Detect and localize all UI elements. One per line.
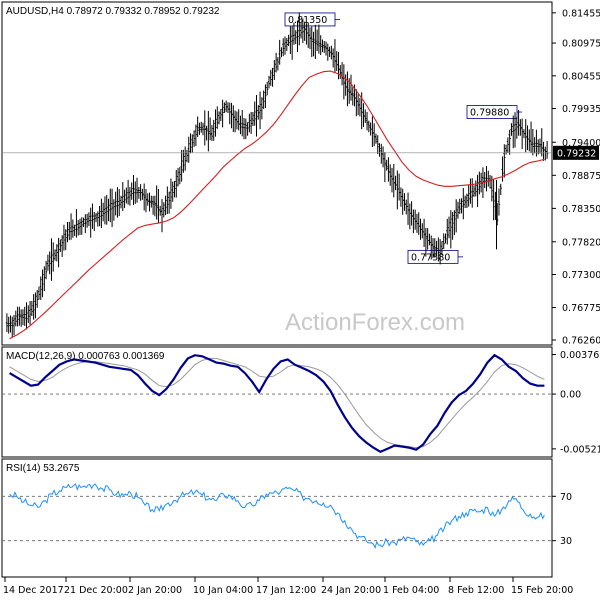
x-tick-label: 17 Jan 12:00	[256, 585, 316, 596]
price-tick-label: 0.80455	[562, 71, 600, 82]
x-tick-label: 8 Feb 12:00	[448, 585, 504, 596]
annotation-label: 0.79880	[470, 108, 509, 119]
annotation-label: 0.77580	[411, 252, 450, 263]
current-price-label: 0.79232	[557, 148, 596, 159]
macd-tick-label: 0.003762	[560, 350, 600, 361]
price-tick-label: 0.79935	[562, 104, 600, 115]
macd-tick-label: 0.00	[560, 390, 581, 401]
x-tick-label: 10 Jan 04:00	[193, 585, 253, 596]
x-tick-label: 2 Jan 20:00	[128, 585, 182, 596]
price-tick-label: 0.77820	[562, 237, 600, 248]
macd-line	[9, 353, 545, 454]
x-tick-label: 1 Feb 04:00	[383, 585, 439, 596]
price-tick-label: 0.79400	[562, 138, 600, 149]
price-tick-label: 0.78875	[562, 171, 600, 182]
x-tick-label: 14 Dec 2017	[3, 585, 64, 596]
rsi-tick-label: 30	[560, 536, 572, 547]
price-tick-label: 0.78350	[562, 204, 600, 215]
watermark: ActionForex.com	[285, 309, 465, 336]
x-tick-label: 15 Feb 20:00	[511, 585, 573, 596]
moving-average-line	[9, 70, 545, 340]
annotation-label: 0.81350	[288, 15, 327, 26]
rsi-panel-frame	[1, 458, 553, 578]
rsi-line	[9, 483, 545, 549]
price-panel-frame	[1, 1, 553, 346]
current-price-box	[553, 145, 599, 160]
macd-title: MACD(12,26,9) 0.000763 0.001369	[6, 351, 165, 362]
price-tick-label: 0.76260	[562, 336, 600, 347]
x-tick-label: 21 Dec 20:00	[64, 585, 128, 596]
price-tick-label: 0.81455	[562, 8, 600, 19]
macd-tick-label: -0.005216	[560, 444, 600, 455]
price-title: AUDUSD,H4 0.78972 0.79332 0.78952 0.7923…	[6, 6, 220, 17]
x-tick-label: 24 Jan 20:00	[321, 585, 381, 596]
price-tick-label: 0.80975	[562, 39, 600, 50]
macd-panel-frame	[1, 346, 553, 458]
macd-signal-line	[9, 357, 545, 449]
rsi-tick-label: 70	[560, 492, 572, 503]
rsi-title: RSI(14) 53.2675	[6, 463, 80, 474]
price-tick-label: 0.77300	[562, 270, 600, 281]
price-tick-label: 0.76775	[562, 303, 600, 314]
